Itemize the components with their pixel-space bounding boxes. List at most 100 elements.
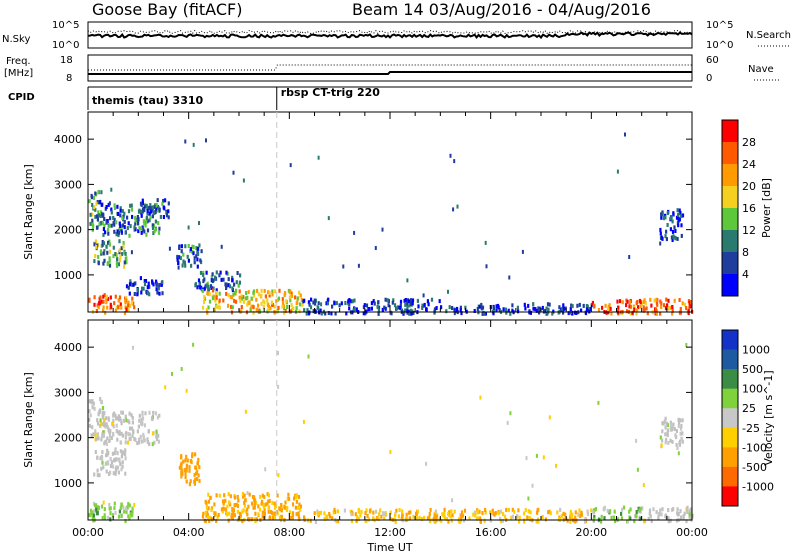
velocity-cell <box>123 509 126 514</box>
power-cell <box>100 251 103 256</box>
velocity-cell <box>336 519 340 524</box>
power-cell <box>117 305 120 310</box>
velocity-cell <box>197 473 200 478</box>
velocity-cell <box>236 494 239 499</box>
velocity-cell <box>125 509 128 514</box>
power-cell <box>187 258 190 263</box>
power-cell <box>498 308 501 313</box>
colorbar-tick-label: 4 <box>742 268 749 281</box>
power-cell <box>130 207 133 212</box>
velocity-cell <box>91 516 94 520</box>
power-cell <box>161 291 164 296</box>
velocity-cell <box>112 418 115 423</box>
power-cell <box>562 310 565 315</box>
power-cell <box>108 249 112 254</box>
velocity-cell <box>502 512 505 517</box>
power-cell <box>663 303 666 308</box>
velocity-cell <box>128 426 132 431</box>
power-cell <box>124 251 127 256</box>
power-cell <box>548 302 551 307</box>
velocity-cell <box>676 446 679 451</box>
velocity-cell <box>343 508 346 513</box>
velocity-cell <box>211 517 214 522</box>
velocity-cell <box>679 439 682 444</box>
power-cell <box>148 211 151 216</box>
velocity-cell <box>102 434 105 439</box>
power-cell <box>252 310 255 315</box>
velocity-cell <box>88 417 91 422</box>
power-cell <box>529 310 532 315</box>
velocity-cell <box>569 515 572 520</box>
power-cell <box>384 306 387 311</box>
velocity-cell <box>481 511 484 515</box>
velocity-cell <box>250 501 254 506</box>
velocity-cell <box>232 512 235 517</box>
power-cell <box>91 218 94 223</box>
power-cell <box>351 299 354 304</box>
nave-label: Nave <box>748 64 774 75</box>
power-cell <box>666 303 669 308</box>
velocity-cell <box>133 502 136 507</box>
velocity-cell <box>523 511 526 516</box>
velocity-cell <box>146 437 149 442</box>
power-cell <box>112 221 115 226</box>
power-cell <box>660 212 663 217</box>
colorbar-swatch <box>722 447 738 468</box>
velocity-cell <box>128 503 131 508</box>
power-cell <box>110 223 113 228</box>
power-cell <box>146 228 150 233</box>
velocity-cell <box>105 416 108 421</box>
power-cell <box>306 308 309 313</box>
velocity-cell <box>416 509 419 514</box>
velocity-cell <box>365 508 368 513</box>
power-cell <box>100 299 103 304</box>
power-cell <box>127 303 130 308</box>
velocity-cell <box>252 505 255 510</box>
velocity-cell <box>531 483 534 488</box>
power-cell <box>205 270 208 275</box>
velocity-cell <box>109 464 113 469</box>
velocity-cell <box>389 450 392 454</box>
power-cell <box>228 284 232 289</box>
power-cell <box>164 198 167 203</box>
velocity-cell <box>221 499 225 504</box>
power-cell <box>140 209 143 214</box>
power-y-axis-title: Slant Range [km] <box>22 164 35 260</box>
colorbar-tick-label: 12 <box>742 224 756 237</box>
power-cell <box>235 288 238 293</box>
power-cell <box>114 308 117 313</box>
velocity-cell <box>130 513 133 518</box>
power-cell <box>102 305 105 310</box>
velocity-cell <box>661 438 664 443</box>
power-cell <box>215 288 218 293</box>
power-cell <box>105 220 108 225</box>
power-cell <box>151 280 154 285</box>
velocity-cell <box>409 510 412 515</box>
velocity-cell <box>309 518 312 523</box>
velocity-cell <box>189 479 192 484</box>
velocity-cell <box>594 507 597 512</box>
power-cell <box>117 262 120 267</box>
power-cell <box>517 309 520 314</box>
velocity-cell <box>113 451 116 456</box>
velocity-cell <box>121 464 124 469</box>
x-tick-label: 08:00 <box>273 526 305 539</box>
power-cell <box>292 306 295 311</box>
power-cell <box>507 308 510 313</box>
power-cell <box>319 308 322 313</box>
power-cell <box>107 202 110 207</box>
velocity-cell <box>203 518 206 523</box>
velocity-cell <box>479 516 482 521</box>
velocity-cell <box>513 509 516 514</box>
power-cell <box>671 229 675 234</box>
velocity-cell <box>359 513 362 518</box>
velocity-cell <box>88 409 91 414</box>
power-cell <box>108 263 112 268</box>
velocity-cell <box>110 460 113 465</box>
velocity-cell <box>92 432 95 437</box>
velocity-cell <box>262 504 266 509</box>
power-cell <box>139 201 143 206</box>
velocity-cell <box>689 510 693 515</box>
velocity-cell <box>688 512 691 517</box>
